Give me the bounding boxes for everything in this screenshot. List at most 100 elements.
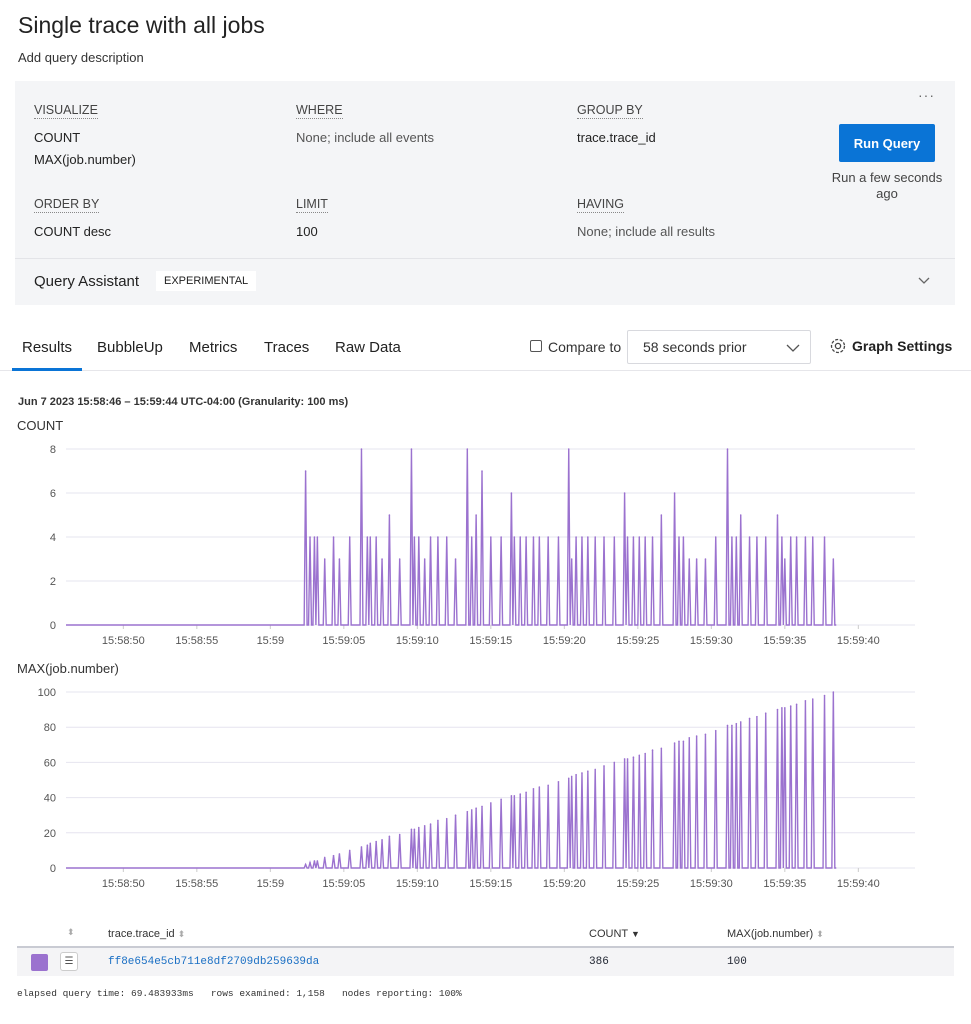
data-point (570, 775, 573, 778)
x-tick-label: 15:58:50 (102, 635, 145, 647)
data-point (490, 802, 492, 804)
tab-traces[interactable]: Traces (264, 339, 310, 356)
data-point (575, 536, 577, 538)
data-point (470, 809, 473, 811)
charts[interactable]: 0 2 4 6 8 15:58:50 15:58:55 15:59 15:59:05 15:59:… (0, 0, 971, 900)
data-point (623, 492, 626, 494)
run-query-button[interactable]: Run Query (839, 124, 935, 162)
query-assistant-bar[interactable]: Query Assistant EXPERIMENTAL (15, 258, 955, 305)
data-point (304, 470, 307, 472)
header-label: trace.trace_id (108, 928, 175, 940)
data-point (418, 826, 420, 829)
x-tick-label: 15:58:55 (175, 635, 218, 647)
data-point (557, 780, 560, 783)
data-point (510, 795, 513, 797)
data-point (632, 536, 635, 538)
data-point (510, 492, 513, 494)
data-point (688, 736, 691, 739)
data-point (651, 536, 654, 538)
tab-metrics[interactable]: Metrics (189, 339, 238, 356)
where-clause[interactable]: WHERE None; include all events (296, 101, 434, 145)
data-point (323, 856, 326, 859)
data-point (475, 514, 477, 516)
data-point (532, 788, 535, 790)
having-clause[interactable]: HAVING None; include all results (577, 195, 715, 239)
order-by-clause[interactable]: ORDER BY COUNT desc (34, 195, 111, 239)
data-point (316, 860, 319, 862)
data-point (348, 536, 351, 538)
data-point (731, 536, 733, 538)
data-point (735, 536, 738, 538)
tab-raw-data[interactable]: Raw Data (335, 339, 401, 356)
data-point (445, 817, 448, 820)
x-tick-label: 15:59:10 (396, 878, 439, 890)
limit-clause[interactable]: LIMIT 100 (296, 195, 328, 239)
data-point (388, 835, 391, 838)
data-point (323, 558, 326, 560)
data-point (587, 536, 589, 538)
data-point (366, 844, 369, 846)
header-max[interactable]: MAX(job.number) ⬍ (727, 928, 824, 940)
tab-bubbleup[interactable]: BubbleUp (97, 339, 163, 356)
x-tick-label: 15:59:10 (396, 635, 439, 647)
data-point (309, 861, 311, 864)
table-row[interactable]: ☰ ff8e654e5cb711e8df2709db259639da 386 1… (17, 948, 954, 976)
data-point (525, 536, 527, 538)
where-value: None; include all events (296, 130, 435, 145)
data-point (638, 754, 641, 757)
x-tick-label: 15:59:20 (543, 878, 586, 890)
compare-selected: 58 seconds prior (643, 339, 747, 355)
time-range: Jun 7 2023 15:58:46 – 15:59:44 UTC-04:00… (18, 396, 349, 408)
data-point (776, 708, 779, 711)
group-by-clause[interactable]: GROUP BY trace.trace_id (577, 101, 656, 145)
data-point (366, 536, 369, 538)
data-point (748, 536, 751, 538)
data-point (756, 536, 758, 538)
data-point (739, 514, 742, 516)
data-point (513, 536, 516, 538)
data-point (348, 849, 351, 852)
data-point (678, 536, 680, 538)
x-tick-label: 15:59 (257, 878, 285, 890)
graph-settings-button[interactable]: Graph Settings (829, 337, 952, 355)
visualize-clause[interactable]: VISUALIZE COUNT MAX(job.number) (34, 101, 136, 167)
trace-id-link[interactable]: ff8e654e5cb711e8df2709db259639da (108, 956, 320, 968)
data-point (594, 536, 596, 538)
header-trace-id[interactable]: trace.trace_id ⬍ (108, 928, 185, 940)
compare-select[interactable]: 58 seconds prior (627, 330, 811, 364)
data-point (519, 536, 522, 538)
data-point (481, 470, 483, 472)
sort-icon: ⬍ (177, 929, 186, 939)
chevron-down-icon[interactable] (918, 277, 930, 285)
data-point (613, 761, 616, 764)
trace-waterfall-icon[interactable]: ☰ (60, 952, 78, 971)
data-point (784, 558, 786, 560)
tab-results[interactable]: Results (12, 339, 83, 371)
header-count[interactable]: COUNT ▼ (589, 928, 640, 940)
data-point (832, 691, 835, 693)
data-point (714, 536, 717, 538)
data-point (338, 853, 341, 855)
data-point (381, 558, 383, 560)
y-tick-label: 0 (50, 863, 56, 875)
data-point (513, 795, 516, 797)
data-point (781, 707, 783, 709)
y-tick-label: 80 (44, 722, 56, 734)
x-tick-label: 15:59:30 (690, 878, 733, 890)
limit-value: 100 (296, 224, 318, 239)
more-options-icon[interactable]: ··· (918, 87, 935, 103)
data-point (332, 536, 335, 538)
data-point (567, 777, 570, 780)
sort-desc-icon: ▼ (630, 929, 640, 939)
chart-title-count: COUNT (17, 418, 64, 433)
data-point (735, 722, 738, 725)
sort-icon[interactable]: ⬍ (67, 927, 75, 937)
data-point (613, 536, 616, 538)
y-tick-label: 0 (50, 620, 56, 632)
data-point (682, 740, 685, 743)
data-point (532, 536, 535, 538)
data-point (811, 536, 814, 538)
compare-checkbox[interactable] (530, 340, 542, 352)
query-description[interactable]: Add query description (18, 50, 144, 65)
data-point (369, 842, 372, 845)
